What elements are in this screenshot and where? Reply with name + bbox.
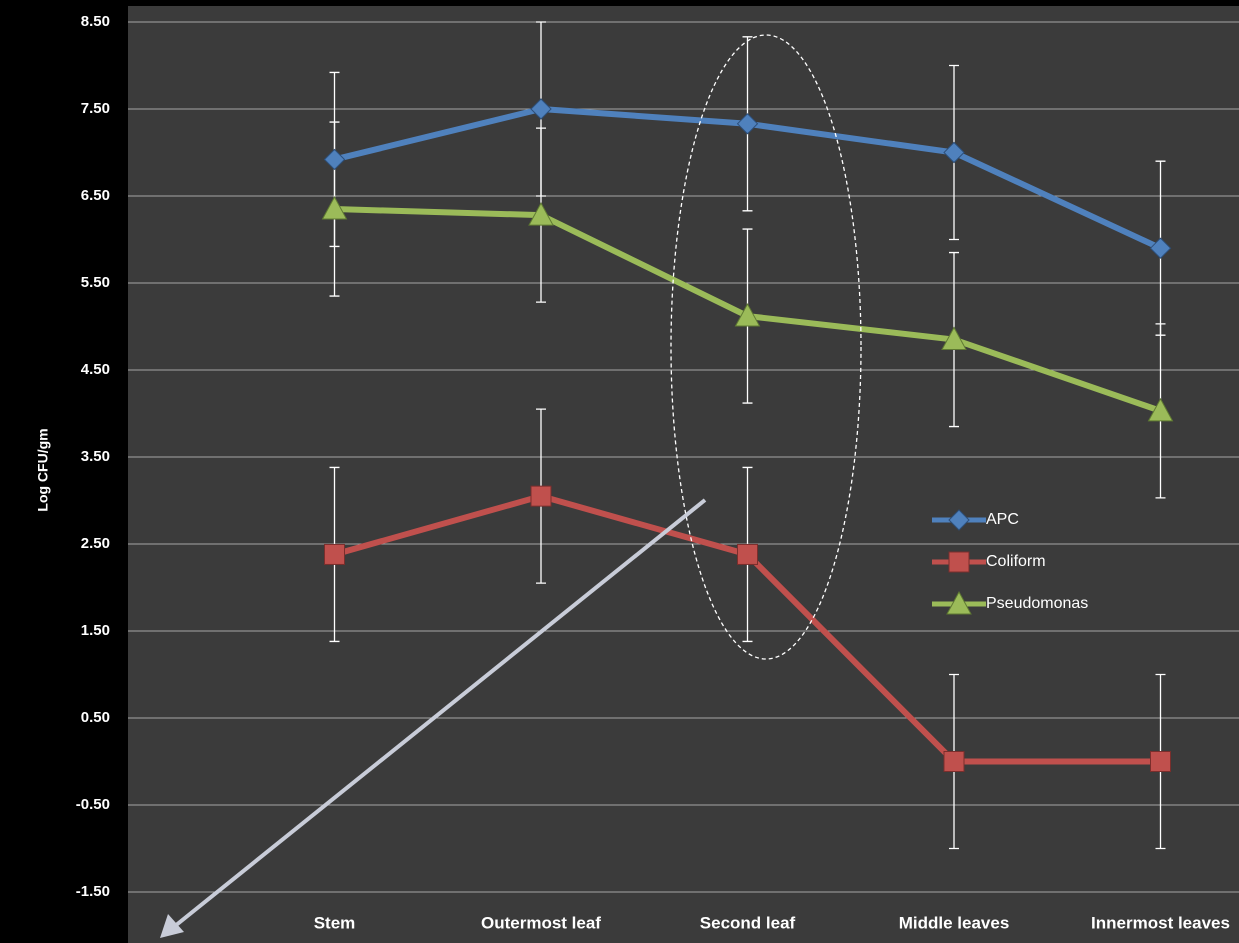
y-tick-label: 0.50 (81, 709, 110, 726)
y-tick-label: 1.50 (81, 622, 110, 639)
arrow (168, 498, 707, 932)
legend-label: Coliform (986, 553, 1046, 570)
y-tick-label: 8.50 (81, 13, 110, 30)
marker (321, 196, 348, 220)
marker (737, 543, 758, 565)
marker (948, 509, 970, 531)
marker (530, 98, 552, 120)
x-tick-label: Outermost leaf (481, 913, 601, 932)
y-tick-label: -0.50 (76, 796, 110, 813)
y-tick-label: 4.50 (81, 361, 110, 378)
marker (736, 113, 759, 135)
y-tick-label: 5.50 (81, 274, 110, 291)
grid (128, 21, 1239, 893)
marker (943, 141, 965, 164)
x-tick-label: Second leaf (700, 913, 796, 932)
y-tick-label: 3.50 (81, 448, 110, 465)
legend-label: Pseudomonas (986, 595, 1088, 612)
marker (943, 751, 965, 772)
marker (941, 326, 967, 351)
marks (321, 21, 1174, 850)
y-tick-label: 2.50 (81, 535, 110, 552)
marker (530, 485, 552, 507)
marker (734, 303, 761, 327)
arrow-head (160, 914, 184, 938)
marker (323, 148, 346, 171)
y-tick-label: 7.50 (81, 100, 110, 117)
y-axis-label: Log CFU/gm (35, 428, 51, 511)
marker (324, 543, 345, 565)
highlight-ellipse (670, 34, 862, 660)
marker (1149, 237, 1172, 259)
marker (1150, 751, 1171, 772)
marker (528, 202, 554, 226)
marker (946, 590, 972, 615)
marker (948, 551, 970, 573)
legend-label: APC (986, 511, 1019, 528)
x-tick-label: Middle leaves (899, 913, 1010, 932)
y-tick-label: 6.50 (81, 187, 110, 204)
plot-area (128, 6, 1239, 943)
x-tick-label: Stem (314, 913, 356, 932)
marker (1147, 397, 1174, 422)
x-tick-label: Innermost leaves (1091, 913, 1230, 932)
y-tick-label: -1.50 (76, 883, 110, 900)
